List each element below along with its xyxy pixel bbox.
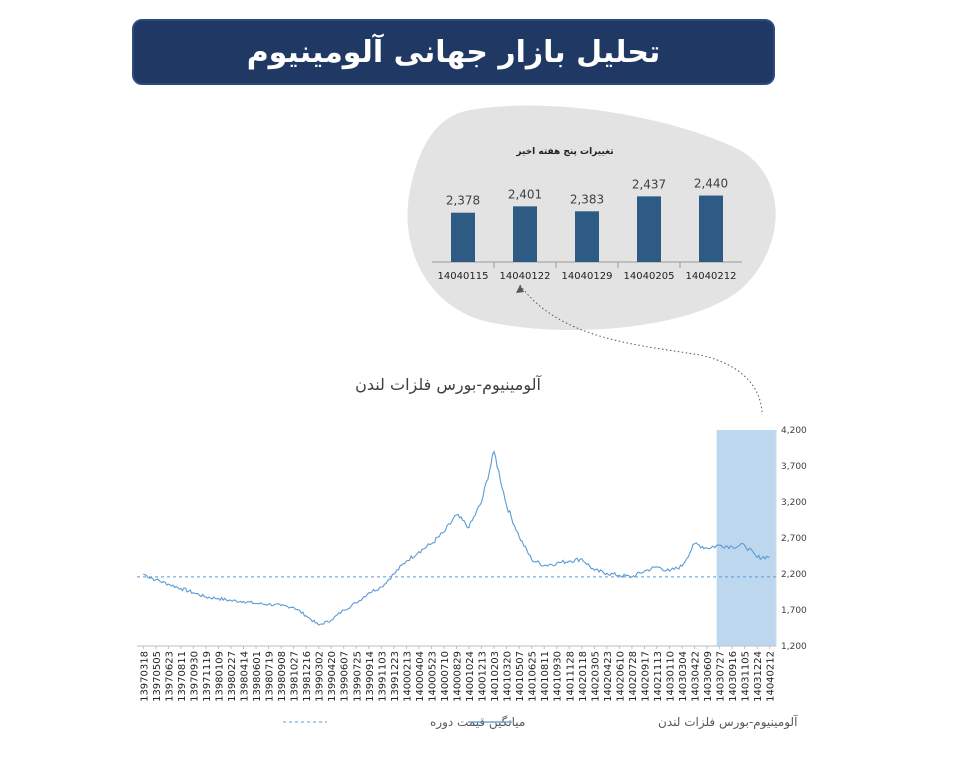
x-tick-label: 14010625 — [528, 651, 539, 702]
y-tick-label: 3,200 — [781, 498, 807, 508]
callout-connector — [519, 284, 763, 416]
x-tick-label: 14040212 — [766, 651, 777, 702]
x-tick-label: 13980414 — [240, 651, 251, 702]
x-tick-label: 13990914 — [365, 651, 376, 702]
x-tick-label: 13970811 — [177, 651, 188, 702]
x-tick-label: 14020305 — [590, 651, 601, 702]
x-tick-label: 13981027 — [290, 651, 301, 702]
x-tick-label: 14000829 — [453, 651, 464, 702]
x-tick-label: 13970505 — [152, 651, 163, 702]
legend: میانگین قیمت دوره آلومینیوم-بورس فلزات ل… — [283, 714, 798, 730]
x-tick-label: 13981216 — [302, 651, 313, 702]
x-tick-label: 13980719 — [265, 651, 276, 702]
x-tick-label: 13980908 — [277, 651, 288, 702]
x-tick-label: 14020423 — [603, 651, 614, 702]
x-tick-label: 13980227 — [227, 651, 238, 702]
y-tick-label: 1,700 — [781, 606, 807, 616]
x-tick-label: 14000404 — [415, 651, 426, 702]
bar-category-label: 14040115 — [438, 271, 489, 282]
bar-value-label: 2,383 — [570, 192, 604, 206]
x-tick-label: 14030727 — [716, 651, 727, 702]
x-tick-label: 13990607 — [340, 651, 351, 702]
x-tick-label: 13990420 — [327, 651, 338, 702]
bar — [513, 206, 537, 262]
bar-value-label: 2,440 — [694, 177, 728, 191]
x-tick-label: 14010930 — [553, 651, 564, 702]
line-chart: 1,200 1,700 2,200 2,700 3,200 3,700 4,200 13970… — [137, 426, 807, 702]
x-tick-label: 13990302 — [315, 651, 326, 702]
x-tick-label: 14020728 — [628, 651, 639, 702]
x-tick-label: 14021113 — [653, 651, 664, 702]
x-tick-label: 14010320 — [503, 651, 514, 702]
bar-category-label: 14040212 — [686, 271, 737, 282]
x-tick-label: 13970318 — [139, 651, 150, 702]
x-tick-label: 14011128 — [565, 651, 576, 702]
x-tick-label: 14000523 — [427, 651, 438, 702]
series-price-line — [143, 450, 770, 626]
x-tick-label: 13991103 — [377, 651, 388, 702]
bar-category-label: 14040129 — [562, 271, 613, 282]
bar-value-label: 2,401 — [508, 187, 542, 201]
legend-line-label: آلومینیوم-بورس فلزات لندن — [658, 714, 798, 730]
highlight-region — [716, 430, 776, 646]
bar — [699, 195, 723, 262]
line-chart-title: آلومینیوم-بورس فلزات لندن — [355, 375, 542, 395]
x-tick-label: 13970623 — [164, 651, 175, 702]
x-tick-label: 13971119 — [202, 651, 213, 702]
y-tick-label: 2,700 — [781, 534, 807, 544]
bar-category-label: 14040205 — [624, 271, 675, 282]
bar — [637, 196, 661, 262]
title-banner: تحلیل بازار جهانی آلومینیوم — [132, 19, 775, 85]
x-tick-label: 14001213 — [478, 651, 489, 702]
bar-value-label: 2,437 — [632, 177, 666, 191]
x-tick-label: 14010203 — [490, 651, 501, 702]
y-tick-label: 4,200 — [781, 426, 807, 436]
x-tick-label: 14030609 — [703, 651, 714, 702]
bar-chart-title: تغییرات پنج هفته اخیر — [515, 147, 613, 157]
bar — [451, 212, 475, 262]
bar-category-label: 14040122 — [500, 271, 551, 282]
x-tick-label: 13980109 — [214, 651, 225, 702]
y-tick-label: 2,200 — [781, 570, 807, 580]
x-tick-label: 14031224 — [753, 651, 764, 702]
bar-value-label: 2,378 — [446, 194, 480, 208]
x-tick-label: 14001024 — [465, 651, 476, 702]
x-tick-label: 13990725 — [352, 651, 363, 702]
x-tick-label: 14031105 — [741, 651, 752, 702]
x-tick-label: 13991223 — [390, 651, 401, 702]
y-tick-label: 3,700 — [781, 462, 807, 472]
x-tick-label: 13970930 — [189, 651, 200, 702]
x-tick-label: 14020610 — [615, 651, 626, 702]
y-tick-label: 1,200 — [781, 642, 807, 652]
x-tick-label: 14010507 — [515, 651, 526, 702]
x-tick-label: 14030916 — [728, 651, 739, 702]
x-tick-label: 14030304 — [678, 651, 689, 702]
x-tick-label: 14030422 — [691, 651, 702, 702]
bar-chart: 2,378 14040115 2,401 14040122 2,383 14040129 2… — [432, 177, 742, 282]
x-tick-label: 14000213 — [402, 651, 413, 702]
page-title: تحلیل بازار جهانی آلومینیوم — [246, 34, 661, 70]
x-tick-label: 14000710 — [440, 651, 451, 702]
x-tick-label: 14020917 — [640, 651, 651, 702]
connector-arrowhead — [516, 285, 524, 293]
bar — [575, 211, 599, 262]
x-tick-label: 14030110 — [666, 651, 677, 702]
x-tick-label: 14020118 — [578, 651, 589, 702]
x-tick-label: 13980601 — [252, 651, 263, 702]
x-tick-label: 14010811 — [540, 651, 551, 702]
